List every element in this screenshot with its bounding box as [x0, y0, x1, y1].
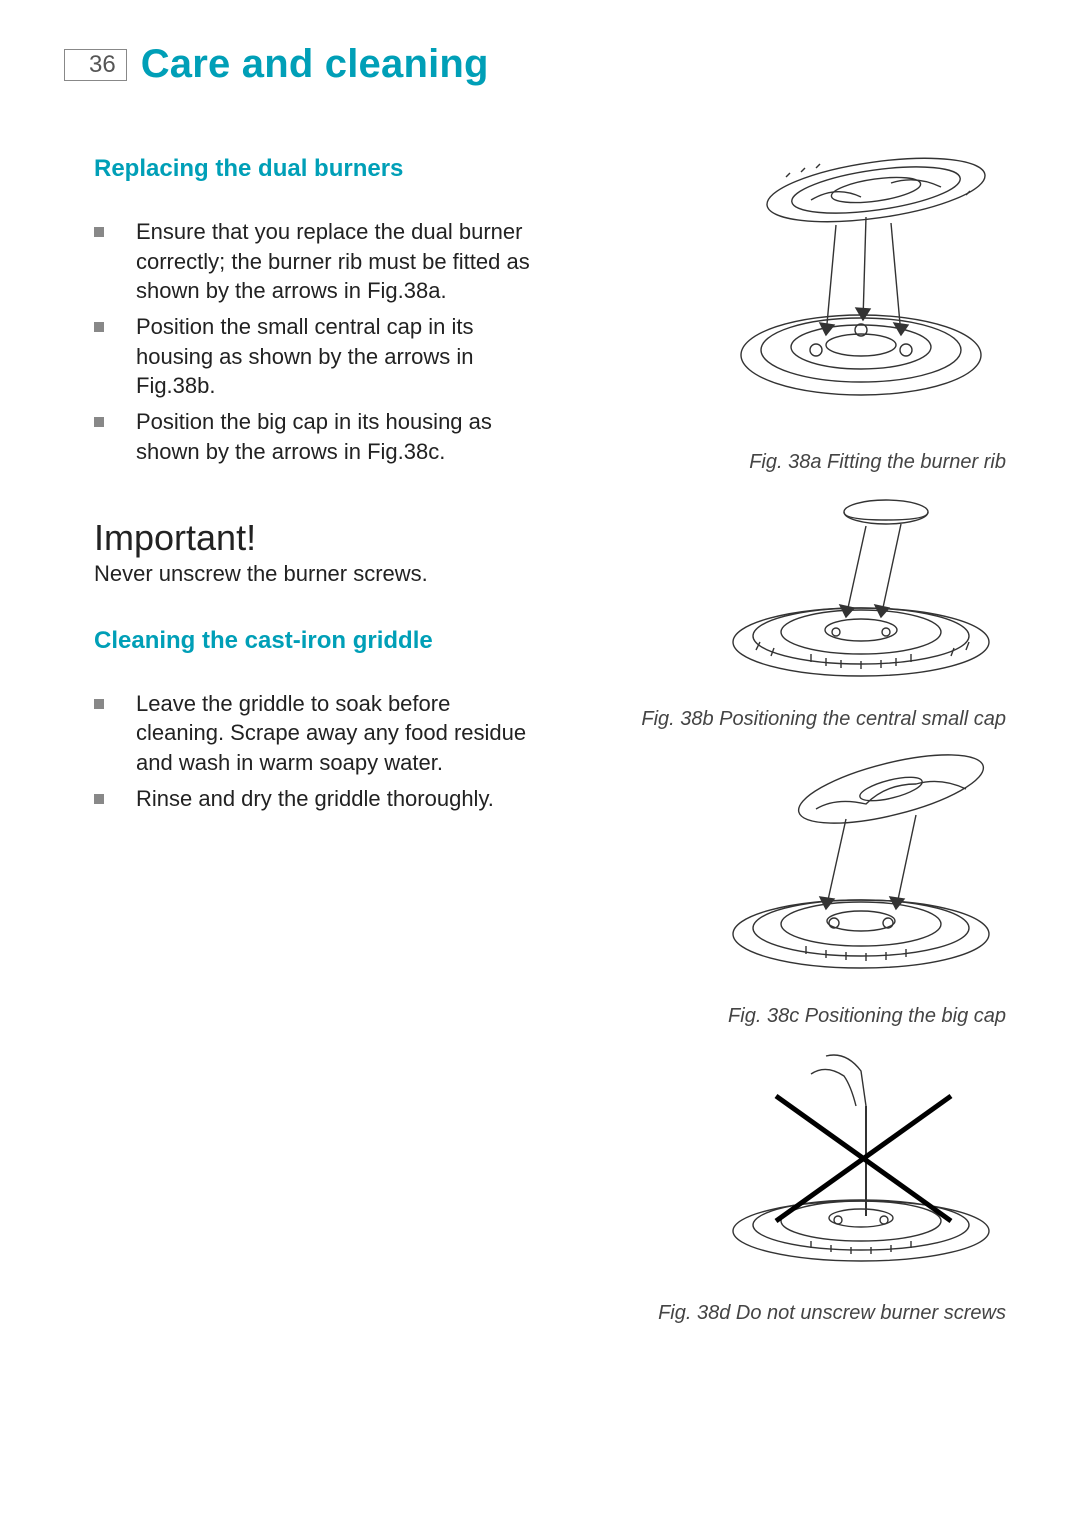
content-area: Replacing the dual burners Ensure that y… — [64, 155, 1016, 1343]
list-item: Ensure that you replace the dual burner … — [94, 217, 534, 306]
left-column: Replacing the dual burners Ensure that y… — [64, 155, 534, 1343]
figure-38c — [716, 749, 1006, 979]
list-item: Rinse and dry the griddle thoroughly. — [94, 784, 534, 814]
figure-38d-caption: Fig. 38d Do not unscrew burner screws — [578, 1302, 1006, 1325]
figure-38a-caption: Fig. 38a Fitting the burner rib — [578, 451, 1006, 474]
small-cap-diagram-icon — [716, 492, 1006, 682]
chapter-title: Care and cleaning — [141, 42, 489, 87]
page-number: 36 — [89, 50, 116, 80]
figure-38b-caption: Fig. 38b Positioning the central small c… — [578, 708, 1006, 731]
figure-38b — [716, 492, 1006, 682]
section2-heading: Cleaning the cast-iron griddle — [94, 627, 534, 655]
big-cap-diagram-icon — [716, 749, 1006, 979]
list-item: Position the big cap in its housing as s… — [94, 407, 534, 466]
figure-38a — [716, 155, 1006, 425]
figure-38c-caption: Fig. 38c Positioning the big cap — [578, 1005, 1006, 1028]
no-unscrew-diagram-icon — [716, 1046, 1006, 1276]
figure-38d — [716, 1046, 1006, 1276]
page-header: 36 Care and cleaning — [64, 42, 1016, 87]
burner-rib-diagram-icon — [716, 155, 1006, 425]
list-item: Position the small central cap in its ho… — [94, 312, 534, 401]
page-number-badge: 36 — [64, 49, 127, 81]
section1-list: Ensure that you replace the dual burner … — [94, 217, 534, 467]
important-heading: Important! — [94, 517, 534, 559]
list-item: Leave the griddle to soak before cleanin… — [94, 689, 534, 778]
section2-list: Leave the griddle to soak before cleanin… — [94, 689, 534, 814]
section1-heading: Replacing the dual burners — [94, 155, 534, 183]
right-column: Fig. 38a Fitting the burner rib — [578, 155, 1016, 1343]
important-body: Never unscrew the burner screws. — [94, 561, 534, 587]
